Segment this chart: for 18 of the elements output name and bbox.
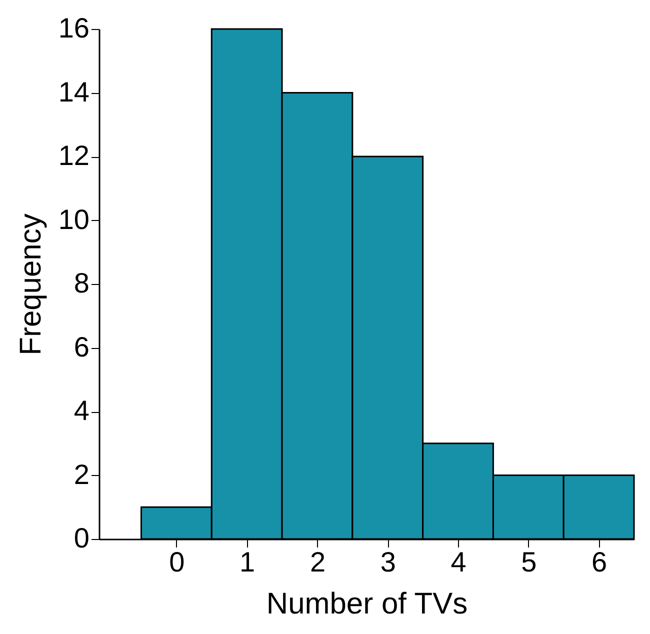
y-tick-label: 0 [74,522,90,554]
y-tick-label: 2 [74,458,90,490]
x-tick-label: 0 [169,546,185,578]
x-tick-label: 5 [521,546,537,578]
x-tick-label: 1 [240,546,256,578]
y-tick-label: 14 [58,76,90,108]
x-tick-label: 4 [450,546,466,578]
x-axis-title: Number of TVs [266,588,468,620]
y-tick-label: 8 [74,268,90,298]
x-tick-label: 3 [380,546,396,578]
x-tick-label: 6 [592,546,608,578]
y-tick-label: 16 [58,12,90,44]
y-tick-label: 6 [74,331,90,362]
y-tick-label: 10 [58,204,90,235]
y-axis-title: Frequency [14,214,48,356]
x-tick-label: 2 [310,546,326,578]
y-tick-label: 4 [74,395,90,426]
y-tick-label: 12 [58,140,90,171]
